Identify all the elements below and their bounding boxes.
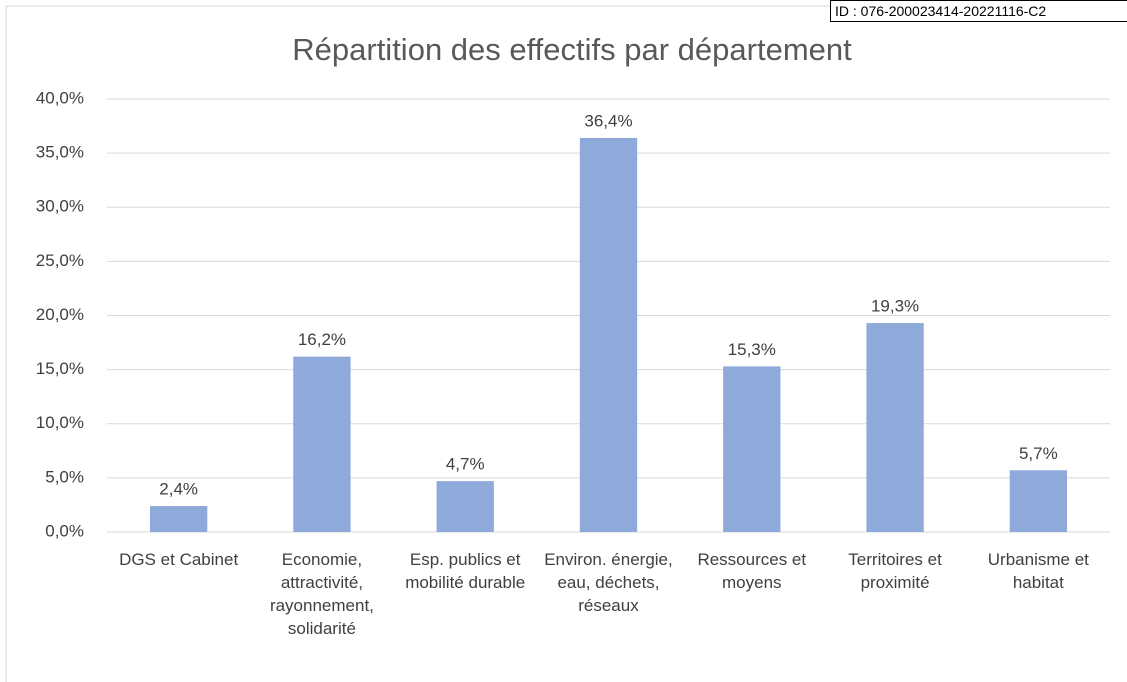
data-label: 16,2% <box>298 330 346 349</box>
y-tick-label: 25,0% <box>36 251 84 270</box>
x-tick-label: DGS et Cabinet <box>119 550 239 569</box>
bar <box>866 323 924 532</box>
y-tick-label: 0,0% <box>45 521 84 540</box>
x-tick-label: Environ. énergie, eau, déchets, réseaux <box>544 550 673 615</box>
bar <box>579 137 638 532</box>
data-label: 2,4% <box>159 480 198 499</box>
x-tick-label: Ressources et moyens <box>697 550 807 592</box>
id-stamp: ID : 076-200023414-20221116-C2 <box>830 0 1127 22</box>
y-tick-label: 10,0% <box>36 413 84 432</box>
x-tick-label: Esp. publics et mobilité durable <box>405 550 526 592</box>
x-tick-label: Territoires et proximité <box>848 550 942 592</box>
y-tick-label: 40,0% <box>36 88 84 107</box>
data-label: 4,7% <box>446 455 485 474</box>
chart-border <box>5 5 1127 682</box>
y-tick-label: 15,0% <box>36 359 84 378</box>
bar <box>723 366 781 532</box>
data-label: 19,3% <box>871 297 919 316</box>
data-label: 15,3% <box>728 340 776 359</box>
y-tick-label: 20,0% <box>36 305 84 324</box>
bar <box>1009 470 1068 532</box>
bar <box>436 481 494 532</box>
bar <box>149 506 208 532</box>
x-tick-label: Economie, attractivité, rayonnement, sol… <box>269 550 374 638</box>
y-tick-label: 35,0% <box>36 143 84 162</box>
bar <box>293 356 351 532</box>
data-label: 5,7% <box>1019 444 1058 463</box>
y-tick-label: 30,0% <box>36 197 84 216</box>
y-tick-label: 5,0% <box>45 467 84 486</box>
data-label: 36,4% <box>584 111 632 130</box>
chart-title: Répartition des effectifs par départemen… <box>292 32 852 67</box>
x-tick-label: Urbanisme et habitat <box>987 550 1089 592</box>
